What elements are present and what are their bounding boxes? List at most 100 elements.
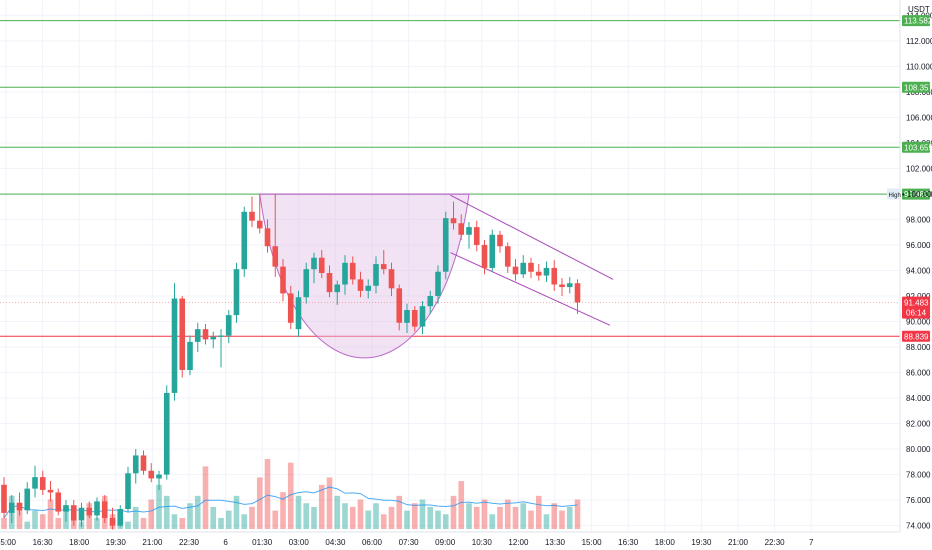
candle-body[interactable] (551, 267, 558, 285)
volume-bar (171, 514, 178, 529)
volume-bar (179, 517, 186, 529)
y-tick-label: 102.000 (906, 164, 932, 173)
candle-body[interactable] (512, 266, 519, 275)
volume-bar (210, 506, 217, 529)
candle-body[interactable] (342, 262, 348, 285)
candle-body[interactable] (101, 501, 108, 518)
candle-body[interactable] (326, 273, 333, 293)
candle-body[interactable] (466, 227, 472, 235)
candle-body[interactable] (574, 283, 581, 303)
candle-body[interactable] (450, 218, 457, 224)
volume-bar (94, 517, 100, 529)
volume-bar (311, 506, 317, 529)
candle-body[interactable] (233, 269, 240, 316)
candle-body[interactable] (94, 501, 100, 516)
candle-body[interactable] (39, 477, 46, 490)
candle-body[interactable] (334, 284, 341, 293)
candle-body[interactable] (256, 220, 263, 229)
candle-body[interactable] (380, 264, 387, 270)
candle-body[interactable] (481, 244, 488, 268)
candle-body[interactable] (303, 269, 310, 298)
candle-body[interactable] (272, 246, 279, 267)
candle-body[interactable] (117, 509, 124, 526)
candle-body[interactable] (435, 271, 441, 296)
volume-bar (373, 503, 379, 529)
candle-body[interactable] (249, 211, 255, 221)
candle-body[interactable] (109, 517, 116, 526)
candle-body[interactable] (411, 310, 418, 327)
candle-body[interactable] (528, 262, 534, 272)
volume-bar (318, 484, 325, 529)
candle-body[interactable] (280, 266, 286, 294)
candle-body[interactable] (47, 489, 54, 493)
candle-body[interactable] (388, 269, 395, 289)
candle-body[interactable] (78, 507, 85, 521)
candle-body[interactable] (318, 257, 325, 274)
candle-body[interactable] (70, 505, 77, 521)
candle-body[interactable] (1, 484, 7, 513)
time-axis[interactable]: 15:00 16:30 18:00 19:30 21:00 22:30 6 01:30 03:0… (0, 538, 814, 547)
channel-upper-line[interactable] (450, 194, 614, 280)
candle-body[interactable] (16, 502, 23, 511)
y-tick-label: 94.000 (906, 266, 931, 275)
candle-body[interactable] (419, 306, 426, 327)
high-marker-label: High (889, 193, 901, 199)
candle-body[interactable] (32, 477, 38, 489)
candle-body[interactable] (311, 257, 317, 270)
candle-body[interactable] (218, 335, 224, 337)
candle-body[interactable] (535, 271, 542, 276)
candle-body[interactable] (140, 455, 147, 471)
candle-body[interactable] (287, 293, 294, 323)
candle-body[interactable] (357, 279, 364, 291)
candle-body[interactable] (63, 505, 69, 512)
candle-body[interactable] (489, 234, 496, 268)
candle-body[interactable] (156, 474, 162, 479)
candle-body[interactable] (132, 455, 139, 474)
candle-body[interactable] (24, 488, 31, 511)
candle-body[interactable] (241, 211, 248, 270)
candle-body[interactable] (458, 223, 465, 235)
candle-body[interactable] (264, 228, 271, 247)
candle-body[interactable] (86, 507, 93, 516)
candle-body[interactable] (179, 298, 186, 370)
candle-body[interactable] (187, 341, 193, 370)
candle-body[interactable] (171, 298, 178, 393)
candle-body[interactable] (566, 283, 573, 288)
candle-body[interactable] (194, 329, 201, 342)
volume-bar (442, 514, 449, 529)
candle-body[interactable] (427, 295, 434, 307)
candle-body[interactable] (373, 264, 379, 286)
candle-body[interactable] (349, 262, 356, 280)
y-tick-label: 80.000 (906, 445, 931, 454)
y-tick-label: 90.000 (906, 317, 931, 326)
candle-body[interactable] (225, 315, 232, 336)
y-tick-label: 84.000 (906, 394, 931, 403)
volume-bar (202, 466, 209, 529)
y-tick-label: 110.000 (906, 62, 932, 71)
candle-body[interactable] (365, 285, 372, 291)
candle-body[interactable] (163, 392, 170, 475)
volume-bar (303, 503, 310, 529)
candle-body[interactable] (559, 284, 565, 288)
candle-body[interactable] (520, 262, 527, 275)
candle-body[interactable] (404, 310, 410, 323)
candle-body[interactable] (148, 470, 155, 479)
candle-body[interactable] (202, 329, 209, 340)
candle-body[interactable] (504, 246, 511, 267)
candle-body[interactable] (396, 288, 403, 323)
candle-body[interactable] (55, 492, 62, 512)
candle-body[interactable] (543, 267, 550, 276)
candle-body[interactable] (125, 473, 131, 510)
candles[interactable] (1, 193, 581, 530)
candle-body[interactable] (442, 218, 449, 272)
candle-body[interactable] (8, 502, 15, 513)
candle-body[interactable] (497, 234, 503, 247)
volume-bar (187, 503, 193, 529)
candle-body[interactable] (210, 336, 217, 340)
candle-body[interactable] (295, 297, 302, 330)
x-tick-label: 22:30 (765, 538, 786, 547)
price-axis[interactable]: 74.000 76.000 78.000 80.000 82.000 84.000 86.0… (887, 11, 932, 531)
candle-body[interactable] (473, 227, 480, 245)
channel-lower-line[interactable] (450, 252, 611, 326)
